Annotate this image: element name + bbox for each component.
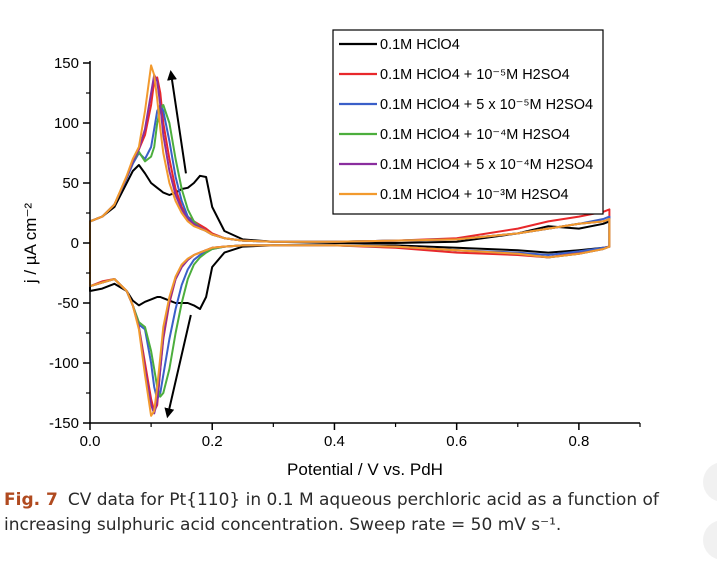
y-tick-label: -100 [49, 355, 79, 372]
y-axis-label: j / µA cm⁻² [21, 203, 40, 284]
figure-caption: Fig. 7 CV data for Pt{110} in 0.1 M aqueo… [4, 488, 694, 538]
series-line-6 [89, 64, 611, 417]
legend-entry: 0.1M HClO4 + 5 x 10⁻⁵M H2SO4 [380, 97, 593, 113]
legend-entry: 0.1M HClO4 + 10⁻³M H2SO4 [380, 187, 569, 203]
axes: 0.0 0.2 0.4 0.6 0.8 150 100 50 0 -50 -100 -150 [49, 55, 641, 450]
plot-area [89, 64, 611, 419]
x-tick-label: 0.4 [324, 433, 345, 450]
y-tick-label: 100 [54, 115, 79, 132]
legend-entry: 0.1M HClO4 + 10⁻⁵M H2SO4 [380, 67, 570, 83]
y-tick-label: 0 [71, 235, 79, 252]
anodic-sweep-arrow [167, 70, 187, 174]
caption-text: CV data for Pt{110} in 0.1 M aqueous per… [4, 490, 659, 535]
legend-entry: 0.1M HClO4 + 5 x 10⁻⁴M H2SO4 [380, 157, 593, 173]
y-tick-label: -150 [49, 415, 79, 432]
y-tick-label: -50 [57, 295, 79, 312]
legend-entry: 0.1M HClO4 [380, 37, 460, 53]
decorative-circle [703, 520, 717, 560]
cv-chart: 0.0 0.2 0.4 0.6 0.8 150 100 50 0 -50 -100 -150 0.1M… [21, 29, 641, 479]
x-tick-label: 0.6 [446, 433, 467, 450]
cathodic-sweep-arrow [164, 314, 192, 419]
x-axis-label: Potential / V vs. PdH [287, 460, 443, 479]
y-tick-label: 150 [54, 55, 79, 72]
legend-entry: 0.1M HClO4 + 10⁻⁴M H2SO4 [380, 127, 570, 143]
legend: 0.1M HClO4 0.1M HClO4 + 10⁻⁵M H2SO4 0.1M H… [332, 29, 604, 215]
x-tick-label: 0.0 [80, 433, 101, 450]
legend-box [332, 29, 604, 215]
decorative-circle [703, 462, 717, 502]
x-tick-label: 0.8 [568, 433, 589, 450]
figure-label: Fig. 7 [4, 490, 58, 510]
y-tick-label: 50 [62, 175, 79, 192]
x-tick-label: 0.2 [202, 433, 223, 450]
